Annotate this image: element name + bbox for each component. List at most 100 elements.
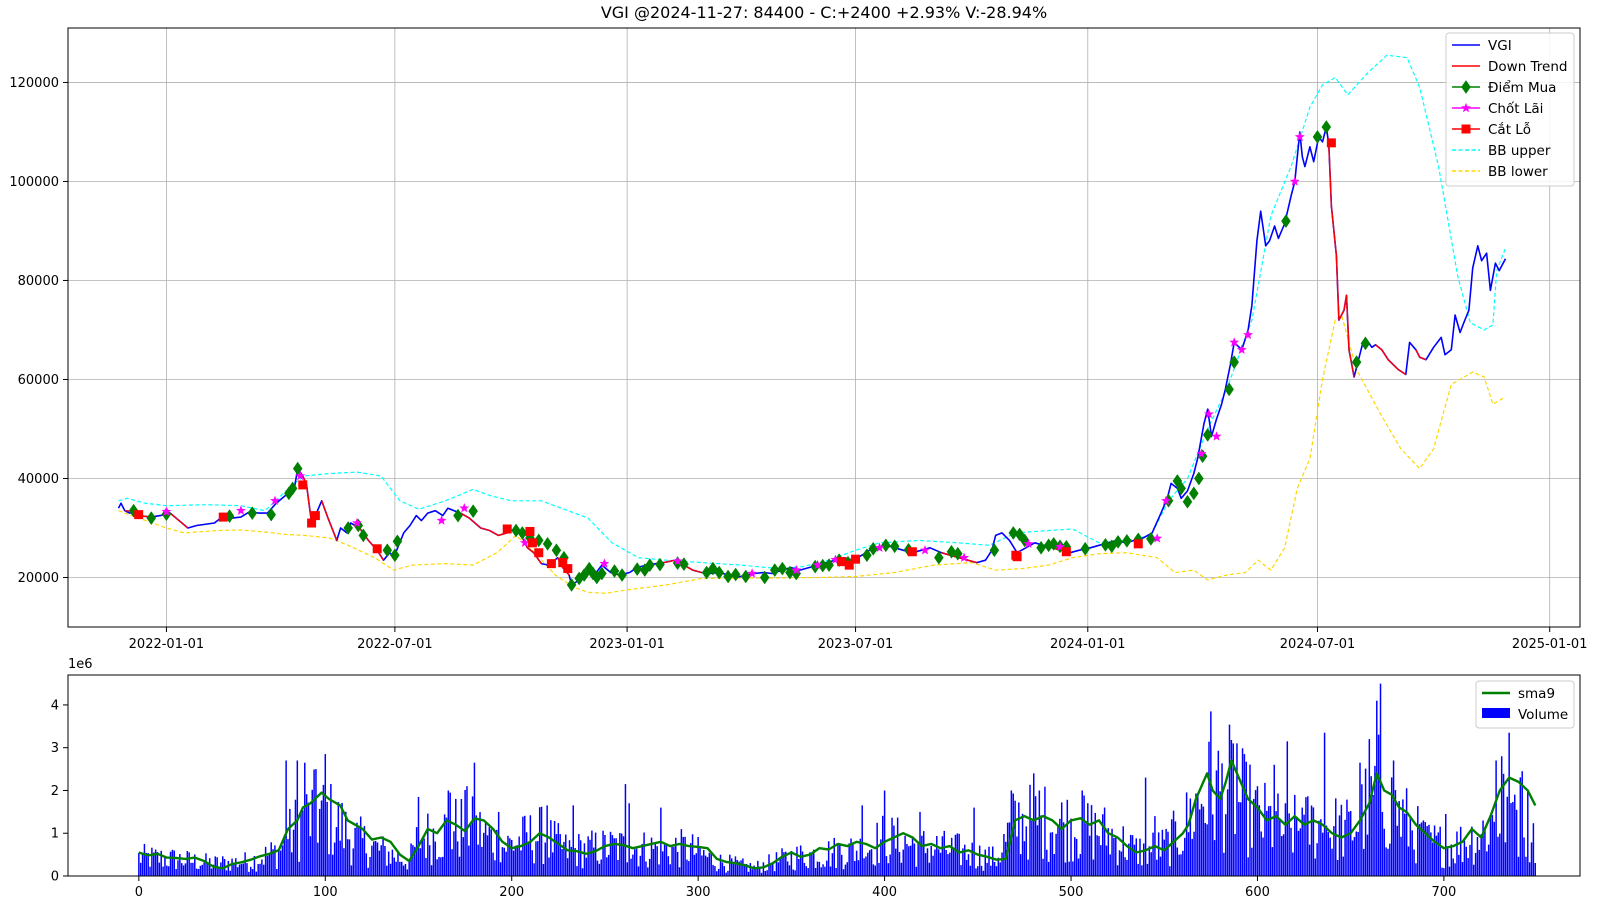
volume-bar bbox=[725, 872, 727, 876]
volume-bar bbox=[1070, 818, 1072, 876]
volume-bar bbox=[650, 837, 653, 876]
volume-bar bbox=[950, 837, 953, 876]
volume-bar bbox=[1329, 837, 1331, 876]
volume-bar bbox=[1275, 811, 1277, 876]
buy-point-marker bbox=[1351, 355, 1362, 370]
volume-bar bbox=[716, 871, 718, 876]
volume-bar bbox=[915, 866, 918, 876]
volume-bar bbox=[1405, 788, 1408, 876]
volume-bar bbox=[990, 865, 992, 876]
volume-bar bbox=[637, 866, 640, 876]
volume-bar bbox=[455, 798, 457, 876]
volume-bar bbox=[645, 861, 647, 876]
volume-bar bbox=[1385, 847, 1387, 876]
volume-bar bbox=[766, 870, 768, 876]
volume-bar bbox=[1208, 741, 1210, 876]
volume-bar bbox=[1441, 867, 1443, 876]
volume-x-tick-label: 400 bbox=[872, 885, 897, 900]
sma9-line bbox=[138, 759, 1537, 870]
volume-bar bbox=[898, 852, 901, 876]
volume-bar bbox=[964, 844, 966, 876]
volume-bar bbox=[881, 815, 884, 876]
volume-bar bbox=[1426, 826, 1428, 876]
volume-bar bbox=[1297, 830, 1300, 876]
volume-bar bbox=[428, 845, 431, 876]
take-profit-marker bbox=[1055, 541, 1065, 551]
volume-bar bbox=[1402, 799, 1404, 876]
volume-bar bbox=[826, 860, 828, 876]
volume-bar bbox=[1351, 840, 1354, 876]
buy-point-marker bbox=[146, 511, 157, 526]
volume-bar bbox=[1236, 743, 1238, 876]
volume-bar bbox=[1394, 790, 1397, 876]
volume-bar bbox=[703, 849, 705, 876]
volume-bar bbox=[1474, 852, 1477, 876]
buy-point-marker bbox=[358, 528, 369, 543]
down-trend-segment bbox=[1375, 344, 1407, 376]
volume-bar bbox=[740, 860, 742, 876]
take-profit-marker bbox=[459, 503, 470, 513]
volume-bar bbox=[1066, 799, 1069, 876]
volume-bar bbox=[624, 784, 627, 876]
volume-bar bbox=[936, 836, 938, 876]
volume-bar bbox=[425, 858, 427, 876]
volume-bar bbox=[171, 849, 174, 876]
volume-bar bbox=[956, 833, 959, 876]
volume-bar bbox=[1346, 799, 1348, 876]
volume-bar bbox=[1230, 740, 1233, 876]
volume-bar bbox=[1398, 801, 1400, 876]
down-trend-segment bbox=[1328, 144, 1355, 378]
volume-bar bbox=[1305, 797, 1307, 876]
volume-bar bbox=[1150, 852, 1152, 876]
volume-bar bbox=[1120, 851, 1123, 876]
price-legend-box bbox=[1445, 32, 1575, 187]
volume-bar bbox=[1450, 844, 1453, 876]
volume-bar bbox=[749, 863, 752, 876]
take-profit-marker bbox=[1294, 131, 1305, 142]
volume-bar bbox=[1357, 831, 1359, 876]
volume-bar bbox=[1510, 803, 1512, 876]
volume-bar bbox=[967, 854, 970, 876]
volume-bar bbox=[510, 840, 513, 876]
volume-bar bbox=[367, 867, 369, 876]
volume-bar bbox=[182, 865, 185, 876]
volume-bar bbox=[343, 848, 345, 876]
volume-bar bbox=[1118, 850, 1121, 876]
volume-bar bbox=[1349, 811, 1352, 876]
volume-bar bbox=[809, 852, 811, 876]
volume-bar bbox=[682, 837, 684, 876]
volume-bar bbox=[203, 862, 205, 876]
volume-bar bbox=[1262, 837, 1264, 876]
buy-point-marker bbox=[934, 550, 944, 565]
volume-bar bbox=[635, 848, 638, 876]
volume-bar bbox=[1527, 791, 1529, 876]
volume-bar bbox=[1055, 833, 1057, 876]
volume-bar bbox=[236, 867, 239, 876]
buy-point-marker bbox=[1321, 120, 1332, 134]
volume-bar bbox=[738, 861, 740, 876]
volume-bar bbox=[727, 870, 729, 876]
volume-bar bbox=[896, 817, 899, 876]
volume-bar bbox=[1480, 834, 1482, 876]
take-profit-marker bbox=[352, 517, 362, 528]
volume-bar bbox=[1228, 724, 1231, 876]
volume-bar bbox=[309, 836, 312, 876]
buy-point-marker bbox=[468, 504, 478, 519]
volume-bar bbox=[999, 862, 1001, 876]
volume-bar bbox=[518, 836, 520, 876]
volume-bar bbox=[686, 859, 688, 876]
volume-bar bbox=[1090, 805, 1093, 876]
volume-bar bbox=[691, 834, 694, 876]
volume-bar bbox=[581, 868, 584, 876]
volume-bar bbox=[1327, 832, 1330, 876]
volume-bar bbox=[263, 864, 265, 876]
volume-bar bbox=[993, 862, 996, 876]
volume-bar bbox=[483, 832, 485, 876]
volume-bar bbox=[619, 833, 621, 876]
volume-bar bbox=[675, 837, 677, 876]
volume-bar bbox=[1467, 858, 1469, 876]
volume-bar bbox=[1100, 845, 1102, 876]
volume-bar bbox=[634, 849, 636, 876]
volume-bar bbox=[1221, 763, 1223, 876]
volume-bar bbox=[1519, 777, 1522, 876]
